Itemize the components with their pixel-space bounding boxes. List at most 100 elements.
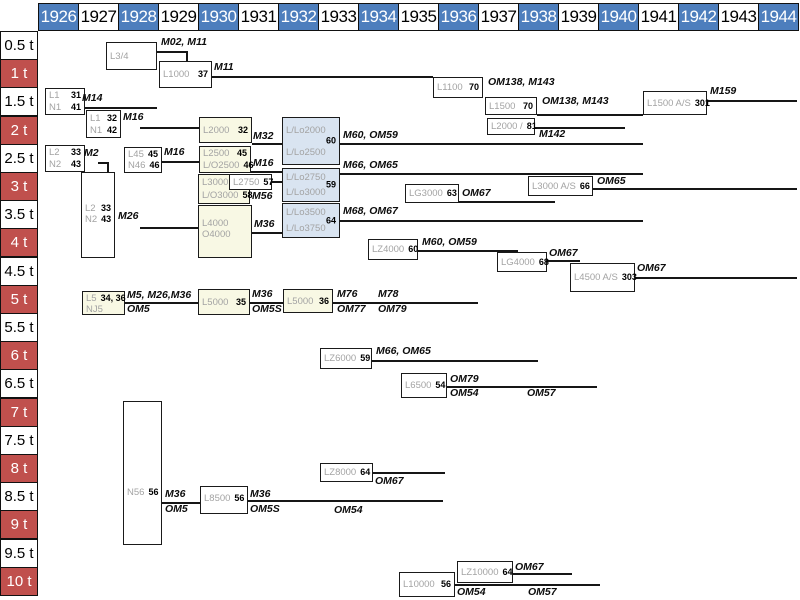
engine-label-om138-m143-3: OM138, M143: [542, 95, 609, 107]
model-box-l1: L1 32 N1 42: [86, 110, 121, 138]
timeline-line-3: [80, 107, 157, 109]
model-box-row: L/Lo3500: [286, 207, 336, 218]
timeline-line-23: [250, 302, 283, 304]
model-name: N2: [49, 158, 62, 170]
type-number: 33: [100, 203, 111, 213]
model-name: L/Lo2000: [286, 124, 326, 136]
model-name: L5: [86, 293, 97, 304]
timeline-line-28: [447, 386, 597, 388]
model-box-l-lo2750: L/Lo2750 L/Lo3000 59: [282, 168, 340, 202]
model-box-row: L45 45: [128, 149, 158, 160]
model-name: L5000: [287, 295, 314, 307]
model-box-row: L3/4: [110, 51, 153, 62]
model-name: N46: [128, 160, 146, 171]
tonnage-cell-9-5-t: 9.5 t: [0, 538, 38, 568]
timeline-line-29: [162, 502, 200, 504]
engine-label-om5-36: OM5: [165, 503, 188, 515]
tonnage-cell-1-5-t: 1.5 t: [0, 87, 38, 117]
model-box-row: L1 31: [49, 90, 81, 101]
model-box-row: LZ8000 64: [324, 467, 370, 478]
model-name: N2: [85, 214, 98, 225]
year-header-1934: 1934: [358, 3, 399, 31]
type-number: 34, 36: [100, 293, 126, 303]
year-header-1931: 1931: [238, 3, 279, 31]
model-name: LZ4000: [372, 244, 405, 255]
type-number: 41: [70, 101, 81, 112]
model-name: L/Lo3000: [286, 187, 326, 198]
model-name: O4000: [202, 229, 231, 240]
type-number: 32: [106, 112, 117, 123]
tonnage-cell-0-5-t: 0.5 t: [0, 31, 38, 60]
model-name: L2: [85, 203, 96, 214]
model-box-row: L1500 70: [489, 101, 533, 112]
engine-label-m159-4: M159: [710, 85, 737, 97]
model-box-lz8000: LZ8000 64: [320, 463, 373, 482]
type-number: 303: [621, 272, 637, 282]
type-number: 56: [440, 579, 451, 589]
year-header-1933: 1933: [318, 3, 359, 31]
year-header-1928: 1928: [118, 3, 159, 31]
timeline-line-17: [252, 232, 282, 234]
engine-label-om138-m143-2: OM138, M143: [488, 76, 555, 88]
model-name: LG4000: [501, 256, 535, 268]
model-box-row: LZ10000 64: [461, 567, 513, 578]
model-name: L2: [49, 147, 60, 159]
type-number: 301: [694, 97, 710, 108]
timeline-connector-1: [186, 51, 188, 61]
year-header-1930: 1930: [198, 3, 239, 31]
tonnage-cell-6-5-t: 6.5 t: [0, 369, 38, 399]
model-name: L3/4: [110, 50, 129, 62]
timeline-line-5: [252, 143, 282, 145]
tonnage-cell-3-5-t: 3.5 t: [0, 200, 38, 230]
model-box-l6500: L6500 54: [401, 373, 447, 398]
model-box-row: L6500 54: [405, 380, 445, 391]
type-number: 56: [234, 493, 245, 503]
model-name: L1: [90, 112, 101, 124]
type-number: 43: [101, 214, 112, 224]
timeline-line-20: [547, 260, 580, 262]
timeline-line-12: [272, 181, 282, 183]
model-box-n56: N56 56: [123, 401, 162, 545]
model-box-row: L2000 32: [203, 125, 248, 136]
model-box-row: L/Lo3750: [286, 223, 336, 234]
engine-label-m32-7: M32: [253, 130, 274, 142]
model-box-l45: L45 45 N46 46: [124, 147, 162, 173]
model-box-l2750: L2750 57: [229, 174, 273, 190]
model-box-l3000-a-s: L3000 A/S 66: [528, 176, 593, 196]
year-header-1935: 1935: [398, 3, 439, 31]
engine-label-m2-10: M2: [84, 147, 99, 159]
model-name: L3000 A/S: [532, 180, 576, 192]
tonnage-cell-4-t: 4 t: [0, 228, 38, 258]
engine-label-om67-40: OM67: [375, 475, 404, 487]
engine-label-om57-34: OM57: [527, 387, 556, 399]
type-number: 81: [526, 121, 537, 131]
tonnage-cell-8-t: 8 t: [0, 454, 38, 483]
timeline-line-30: [248, 500, 443, 502]
model-box-row: N1 41: [49, 102, 81, 113]
timeline-line-24: [333, 302, 478, 304]
timeline-line-26: [707, 100, 797, 102]
timeline-line-7: [535, 127, 625, 129]
model-box-row: O4000: [202, 229, 248, 240]
type-number: 58: [242, 190, 253, 200]
year-header-1927: 1927: [78, 3, 119, 31]
model-box-row: N56 56: [127, 487, 158, 498]
timeline-line-15: [593, 188, 797, 190]
engine-label-om54-39: OM54: [334, 504, 363, 516]
type-number: 36: [318, 295, 329, 306]
type-number: 66: [579, 180, 590, 191]
model-name: L/Lo3500: [286, 207, 326, 219]
model-box-l1500: L1500 70: [485, 97, 537, 115]
engine-label-m66-om65-31: M66, OM65: [376, 345, 431, 357]
engine-label-m36-25: M36: [252, 288, 273, 300]
type-number: 33: [70, 147, 81, 158]
engine-label-m36-35: M36: [165, 488, 186, 500]
model-box-lg4000: LG4000 68: [497, 252, 549, 272]
timeline-line-21: [635, 277, 797, 279]
engine-label-om54-33: OM54: [450, 387, 479, 399]
engine-label-om5-24: OM5: [127, 303, 150, 315]
model-box-l10000: L10000 56: [399, 572, 455, 597]
tonnage-cell-5-5-t: 5.5 t: [0, 313, 38, 342]
model-box-row: N2 43: [49, 159, 81, 170]
engine-label-m16-11: M16: [164, 146, 185, 158]
